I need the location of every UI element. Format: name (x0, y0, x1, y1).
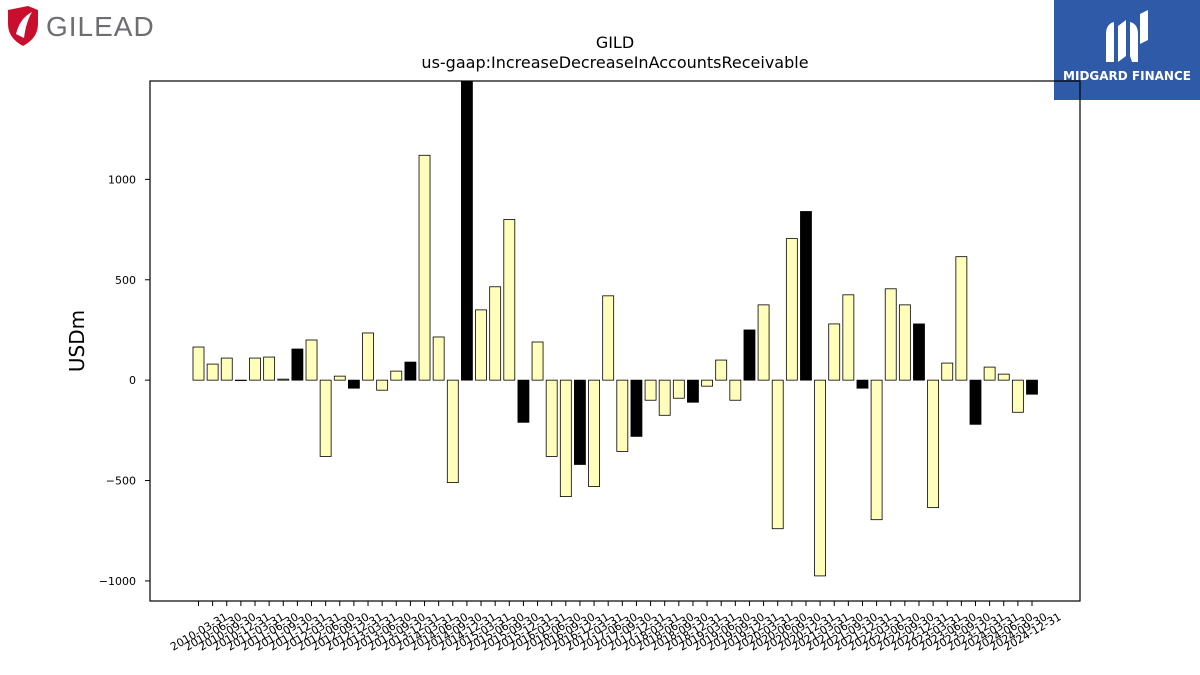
bar-2016-06-30 (545, 379, 558, 457)
y-tick-label: −1000 (99, 575, 136, 588)
bar-2010-09-30 (220, 357, 233, 381)
y-tick-label: 1000 (108, 173, 136, 186)
y-axis-label: USDm (65, 310, 89, 372)
bar-2021-09-30 (842, 294, 855, 381)
bar-2023-12-31 (969, 379, 982, 425)
gilead-logo-text: GILEAD (46, 11, 155, 42)
bar-2013-09-30 (390, 370, 403, 381)
bar-2011-09-30 (277, 378, 290, 381)
bar-2021-03-31 (814, 379, 826, 577)
bar-2019-06-30 (715, 359, 728, 381)
x-axis: 2010-03-312010-06-302010-09-302010-12-31… (168, 601, 1064, 654)
bar-2024-03-31 (983, 366, 996, 381)
bar-2012-09-30 (333, 375, 346, 381)
bar-2018-03-31 (644, 379, 657, 401)
bar-2024-09-30 (1011, 379, 1024, 413)
bar-2013-06-30 (376, 379, 389, 391)
y-tick-label: 500 (115, 274, 136, 287)
bar-2010-03-31 (192, 346, 205, 381)
bar-2024-06-30 (997, 373, 1010, 381)
bar-2018-09-30 (672, 379, 685, 399)
chart-subtitle: us-gaap:IncreaseDecreaseInAccountsReceiv… (421, 53, 808, 72)
bar-2013-03-31 (362, 332, 374, 381)
bar-2014-09-30 (446, 379, 459, 483)
bar-2013-12-31 (404, 361, 417, 381)
bar-2015-12-31 (517, 379, 530, 423)
chart-title: GILD (596, 33, 634, 52)
bar-2023-09-30 (955, 256, 968, 381)
gilead-logo: GILEAD (4, 4, 164, 48)
bar-2022-12-31 (913, 323, 925, 381)
bar-2014-12-31 (461, 80, 473, 381)
bar-2014-06-30 (432, 336, 445, 381)
bar-2020-03-31 (757, 304, 770, 381)
bar-2020-09-30 (785, 238, 798, 381)
y-tick-label: −500 (106, 475, 136, 488)
bar-2011-12-31 (291, 348, 304, 381)
bar-2014-03-31 (418, 154, 431, 381)
y-axis: −1000 −500 0 500 1000 (99, 173, 150, 588)
bar-2017-03-31 (588, 379, 600, 487)
bar-2019-09-30 (729, 379, 742, 401)
bars-group (192, 80, 1038, 577)
bar-2021-06-30 (828, 323, 841, 381)
bar-2015-03-31 (475, 309, 487, 381)
midgard-logo-text: MIDGARD FINANCE (1063, 69, 1191, 83)
bar-2023-03-31 (927, 379, 940, 509)
bar-2011-03-31 (249, 357, 261, 381)
bar-2022-09-30 (898, 304, 911, 381)
bar-2024-12-31 (1026, 379, 1038, 395)
bar-2016-09-30 (559, 379, 572, 497)
bar-2015-09-30 (503, 219, 516, 381)
bar-2012-06-30 (319, 379, 332, 457)
bar-2017-09-30 (616, 379, 629, 452)
bar-2015-06-30 (489, 286, 502, 381)
bar-2022-06-30 (884, 288, 897, 381)
bar-2018-06-30 (658, 379, 671, 416)
bar-2021-12-31 (856, 379, 869, 389)
bar-2017-12-31 (630, 379, 643, 437)
bar-2011-06-30 (263, 356, 276, 381)
bar-2019-12-31 (743, 329, 756, 381)
bar-2016-03-31 (531, 341, 544, 381)
bar-2010-06-30 (206, 363, 219, 381)
bar-2012-03-31 (305, 339, 318, 381)
midgard-monogram-icon (1106, 10, 1148, 62)
bar-2016-12-31 (574, 379, 586, 465)
y-tick-label: 0 (129, 374, 136, 387)
bar-2017-06-30 (602, 295, 615, 381)
bar-2012-12-31 (347, 379, 360, 389)
bar-2020-12-31 (800, 211, 812, 381)
bar-2019-03-31 (701, 379, 713, 387)
bar-2020-06-30 (771, 379, 784, 530)
bar-2018-12-31 (687, 379, 699, 403)
bar-2022-03-31 (870, 379, 883, 521)
bar-2023-06-30 (941, 362, 954, 381)
plot-frame (149, 80, 1081, 602)
midgard-finance-logo: MIDGARD FINANCE (1054, 0, 1200, 100)
